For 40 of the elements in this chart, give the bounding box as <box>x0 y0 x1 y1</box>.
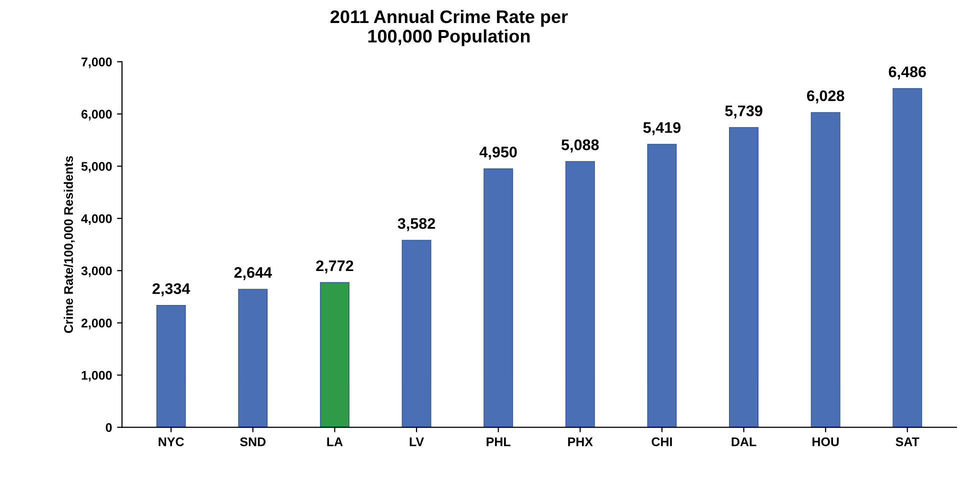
y-tick-label: 2,000 <box>81 318 112 330</box>
data-label: 5,419 <box>643 122 681 136</box>
bar <box>484 168 514 428</box>
y-tick-label: 6,000 <box>81 110 112 120</box>
y-axis-title: Crime Rate/100,000 Residents <box>64 156 75 333</box>
bar <box>156 305 186 428</box>
data-label: 3,582 <box>398 218 436 232</box>
x-tick-label: SAT <box>896 437 920 446</box>
y-tick-label: 5,000 <box>81 162 112 173</box>
bar <box>810 112 840 428</box>
x-tick-label: CHI <box>652 437 672 446</box>
y-tick-label: 1,000 <box>82 370 112 382</box>
bar <box>402 240 432 428</box>
x-tick-label: NYC <box>158 437 184 446</box>
bar <box>320 282 350 428</box>
bar <box>647 144 677 428</box>
data-label: 5,088 <box>562 139 599 152</box>
y-tick-label: 7,000 <box>82 58 112 68</box>
data-label: 5,739 <box>725 105 762 118</box>
x-tick-label: PHX <box>568 437 593 446</box>
x-tick-label: LA <box>327 437 343 446</box>
data-label: 2,644 <box>234 267 272 280</box>
bar <box>892 88 922 428</box>
bar <box>565 161 595 428</box>
x-tick-label: HOU <box>812 437 839 446</box>
chart-title: 2011 Annual Crime Rate per 100,000 Population <box>330 10 568 46</box>
data-label: 2,334 <box>152 283 190 296</box>
data-label: 4,950 <box>479 146 517 160</box>
y-tick-label: 0 <box>106 423 112 432</box>
data-label: 6,028 <box>807 90 844 104</box>
y-tick-label: 3,000 <box>81 266 112 278</box>
x-tick-label: LV <box>410 437 424 446</box>
x-tick-label: SND <box>240 437 266 446</box>
bar <box>238 288 268 428</box>
y-tick-label: 4,000 <box>81 214 112 225</box>
bar <box>729 127 759 428</box>
x-tick-label: PHL <box>486 437 510 446</box>
x-tick-label: DAL <box>732 437 756 446</box>
data-label: 6,486 <box>888 66 926 80</box>
data-label: 2,772 <box>316 260 354 274</box>
